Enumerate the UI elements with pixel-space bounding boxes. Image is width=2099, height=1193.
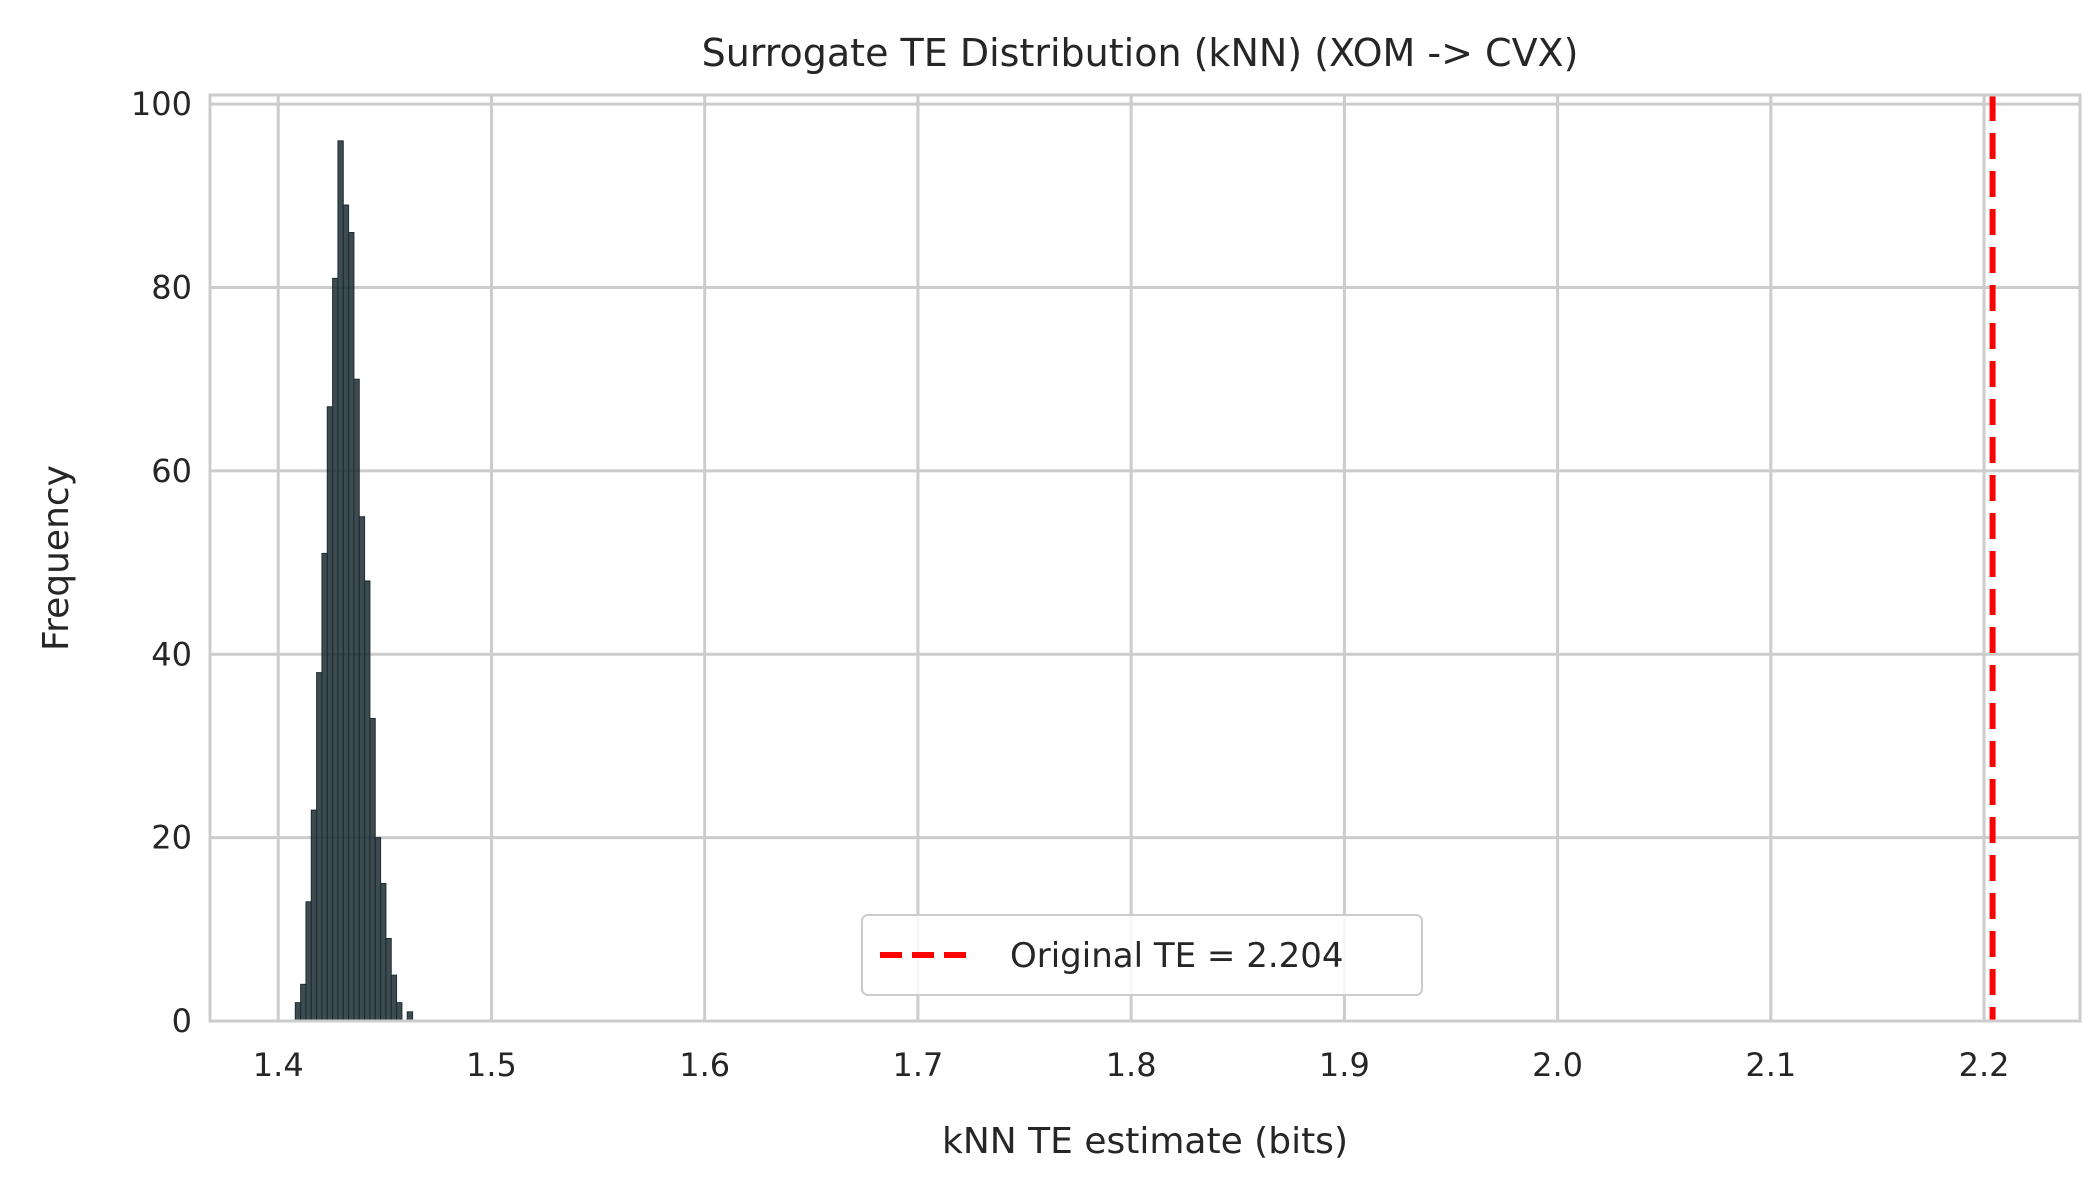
- plot-frame: [208, 93, 2082, 1023]
- y-tick-label: 80: [151, 269, 192, 307]
- x-axis-title: kNN TE estimate (bits): [942, 1121, 1348, 1162]
- y-tick-label: 60: [151, 452, 192, 490]
- x-tick-label: 2.0: [1532, 1046, 1583, 1084]
- x-tick-label: 2.2: [1959, 1046, 2010, 1084]
- y-tick-labels: 0 20 40 60 80 100: [131, 85, 192, 1040]
- histogram-bar: [353, 378, 360, 1022]
- histogram-bar: [348, 232, 355, 1022]
- histogram-bar: [380, 882, 387, 1022]
- histogram-bar: [396, 1002, 403, 1022]
- histogram-bar: [369, 717, 376, 1022]
- x-tick-label: 1.4: [253, 1046, 304, 1084]
- histogram-bar: [337, 140, 344, 1022]
- y-tick-label: 20: [151, 819, 192, 857]
- x-tick-label: 1.6: [679, 1046, 730, 1084]
- y-axis-title: Frequency: [36, 465, 77, 651]
- x-tick-label: 2.1: [1745, 1046, 1796, 1084]
- histogram-bar: [305, 901, 312, 1022]
- y-tick-label: 100: [131, 85, 192, 123]
- x-tick-label: 1.7: [892, 1046, 943, 1084]
- x-tick-label: 1.8: [1106, 1046, 1157, 1084]
- histogram-bar: [364, 580, 371, 1022]
- y-tick-label: 0: [172, 1002, 192, 1040]
- y-tick-label: 40: [151, 635, 192, 673]
- histogram-bar: [321, 552, 328, 1022]
- histogram-bar: [358, 516, 366, 1022]
- histogram-bar: [332, 277, 339, 1022]
- histogram-bar: [390, 974, 398, 1022]
- histogram-bar: [294, 1002, 302, 1022]
- histogram-bar: [326, 406, 334, 1022]
- legend-box: [861, 914, 1423, 996]
- histogram-bar: [316, 672, 323, 1022]
- x-tick-labels: 1.4 1.5 1.6 1.7 1.8 1.9 2.0 2.1 2.2: [253, 1046, 2010, 1084]
- histogram-bar: [300, 983, 307, 1022]
- legend: Original TE = 2.204: [861, 914, 1423, 996]
- histogram-bar: [385, 937, 392, 1022]
- legend-label: Original TE = 2.204: [1010, 936, 1344, 976]
- histogram-bar: [310, 809, 318, 1022]
- x-tick-label: 1.9: [1319, 1046, 1370, 1084]
- x-tick-label: 1.5: [466, 1046, 517, 1084]
- histogram-bar: [342, 204, 350, 1022]
- chart-title: Surrogate TE Distribution (kNN) (XOM -> …: [702, 31, 1579, 75]
- histogram-bar: [374, 837, 382, 1022]
